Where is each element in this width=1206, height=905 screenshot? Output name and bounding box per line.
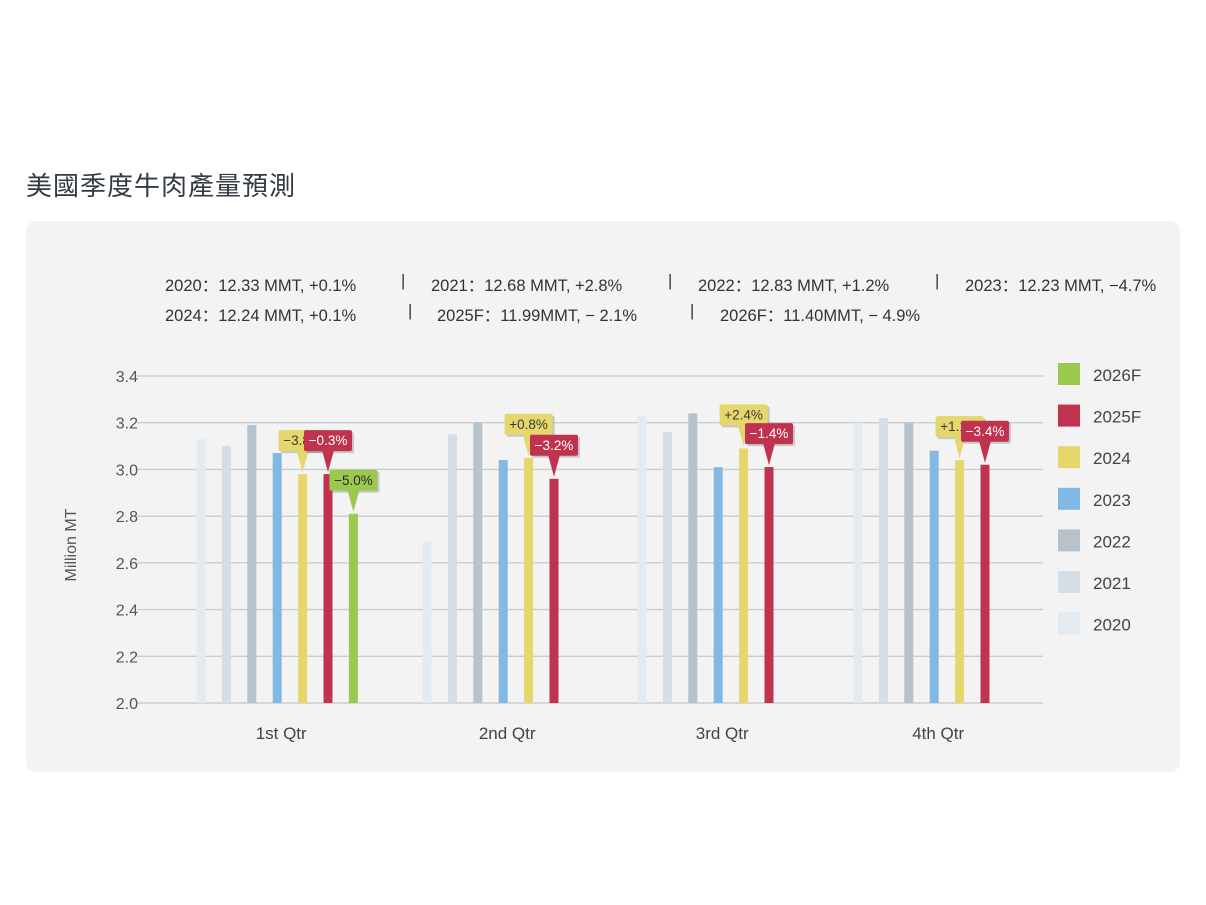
callout-box bbox=[504, 413, 553, 435]
legend-label-2022: 2022 bbox=[1093, 532, 1131, 551]
callout-label: −1.4% bbox=[750, 426, 789, 441]
summary-separator: | bbox=[408, 302, 413, 320]
bars bbox=[196, 413, 990, 703]
y-tick-label: 2.0 bbox=[116, 696, 138, 713]
callout-pointer bbox=[979, 440, 991, 463]
legend: 2026F 2025F 2024 2023 2022 2021 2020 bbox=[1058, 363, 1141, 635]
callout-label: −0.3% bbox=[309, 433, 348, 448]
bar-2020-2 bbox=[422, 541, 432, 703]
summary-2024: 2024：12.24 MMT, +0.1% bbox=[165, 307, 357, 325]
legend-label-2020: 2020 bbox=[1093, 616, 1131, 635]
bar-2022-2 bbox=[473, 422, 483, 703]
callout-2025f: −3.2% bbox=[530, 434, 580, 477]
bar-2024-4 bbox=[955, 460, 965, 703]
axes: 2.0 2.2 2.4 2.6 2.8 3.0 3.2 3.4 Million MT 1st Qt… bbox=[63, 369, 965, 743]
callout-label: −3.4% bbox=[966, 424, 1005, 439]
bar-2023-4 bbox=[929, 450, 939, 703]
y-tick-label: 3.4 bbox=[116, 369, 138, 386]
bar-2023-1 bbox=[272, 453, 282, 703]
legend-swatch-2021 bbox=[1058, 571, 1080, 593]
legend-label-2021: 2021 bbox=[1093, 574, 1131, 593]
summary-2025f: 2025F：11.99MMT, − 2.1% bbox=[437, 307, 638, 325]
y-tick-label: 3.2 bbox=[116, 416, 138, 433]
callout-box bbox=[719, 404, 768, 426]
callout-box bbox=[304, 430, 352, 452]
callout-box bbox=[745, 423, 793, 445]
summary-separator: | bbox=[668, 272, 673, 290]
bar-2022-3 bbox=[688, 413, 698, 703]
x-category-label: 2nd Qtr bbox=[479, 724, 536, 743]
gridlines bbox=[137, 375, 1043, 704]
callout-label: +0.8% bbox=[509, 417, 548, 432]
y-tick-label: 2.4 bbox=[116, 603, 138, 620]
callout-label: −3.2% bbox=[535, 438, 574, 453]
callout-2026f: −5.0% bbox=[329, 469, 380, 512]
bar-2022-1 bbox=[247, 425, 257, 703]
bar-2024-1 bbox=[298, 474, 308, 703]
x-category-label: 3rd Qtr bbox=[696, 724, 749, 743]
y-axis-title: Million MT bbox=[63, 508, 80, 581]
callout-box bbox=[329, 469, 378, 491]
x-category-label: 4th Qtr bbox=[912, 724, 964, 743]
y-tick-label: 2.8 bbox=[116, 509, 138, 526]
summary-2020: 2020：12.33 MMT, +0.1% bbox=[165, 277, 357, 295]
legend-swatch-2025f bbox=[1058, 404, 1080, 427]
bar-2026f-1 bbox=[348, 513, 358, 703]
callout-pointer bbox=[296, 450, 309, 473]
y-tick-label: 2.2 bbox=[116, 649, 138, 666]
legend-swatch-2026f bbox=[1058, 363, 1080, 385]
callout-2025f: −3.4% bbox=[961, 420, 1011, 463]
bar-2021-2 bbox=[447, 434, 457, 703]
callout-2025f: −0.3% bbox=[304, 430, 354, 473]
bar-2025f-1 bbox=[323, 474, 333, 703]
callout-pointer bbox=[347, 489, 360, 512]
callout-label: +2.4% bbox=[724, 407, 763, 422]
bar-2021-3 bbox=[662, 432, 672, 703]
bar-2021-1 bbox=[221, 446, 231, 703]
callout-pointer bbox=[548, 454, 560, 477]
legend-swatch-2022 bbox=[1058, 529, 1080, 552]
callout-pointer bbox=[322, 450, 334, 473]
legend-label-2026f: 2026F bbox=[1093, 366, 1141, 385]
bar-2024-3 bbox=[739, 448, 749, 703]
callout-2025f: −1.4% bbox=[745, 423, 795, 466]
summary-2026f: 2026F：11.40MMT, − 4.9% bbox=[720, 307, 921, 325]
bar-2023-2 bbox=[498, 460, 508, 703]
callouts: −3.8%−0.3%−5.0%+0.8%−3.2%+2.4%−1.4% +1.1%… bbox=[278, 404, 1011, 512]
legend-swatch-2020 bbox=[1058, 612, 1080, 635]
callout-pointer bbox=[763, 443, 775, 466]
callout-box bbox=[961, 420, 1009, 442]
callout-label: −5.0% bbox=[334, 473, 373, 488]
page-title: 美國季度牛肉產量預測 bbox=[26, 172, 297, 202]
bar-2020-4 bbox=[853, 422, 863, 703]
legend-swatch-2024 bbox=[1058, 446, 1080, 469]
y-tick-label: 2.6 bbox=[116, 556, 138, 573]
legend-label-2023: 2023 bbox=[1093, 491, 1131, 510]
bar-2025f-4 bbox=[980, 464, 990, 703]
bar-2025f-3 bbox=[764, 467, 774, 703]
bar-2021-4 bbox=[878, 418, 888, 703]
summary-2023: 2023：12.23 MMT, −4.7% bbox=[965, 277, 1157, 295]
bar-2022-4 bbox=[904, 422, 914, 703]
callout-box bbox=[530, 434, 578, 456]
summary-separator: | bbox=[690, 302, 695, 320]
legend-label-2024: 2024 bbox=[1093, 449, 1131, 468]
summary-2021: 2021：12.68 MMT, +2.8% bbox=[431, 277, 623, 295]
bar-2025f-2 bbox=[549, 478, 559, 703]
legend-label-2025f: 2025F bbox=[1093, 408, 1141, 427]
bar-2020-1 bbox=[196, 439, 206, 703]
bar-2024-2 bbox=[524, 457, 534, 703]
bar-2020-3 bbox=[637, 415, 647, 703]
legend-swatch-2023 bbox=[1058, 487, 1080, 510]
callout-2024: +2.4% bbox=[719, 404, 770, 447]
bar-2023-3 bbox=[713, 467, 723, 703]
summary-2022: 2022：12.83 MMT, +1.2% bbox=[698, 277, 890, 295]
summary-separator: | bbox=[401, 272, 406, 290]
y-tick-label: 3.0 bbox=[116, 462, 138, 479]
summary-separator: | bbox=[935, 272, 940, 290]
x-category-label: 1st Qtr bbox=[256, 724, 307, 743]
